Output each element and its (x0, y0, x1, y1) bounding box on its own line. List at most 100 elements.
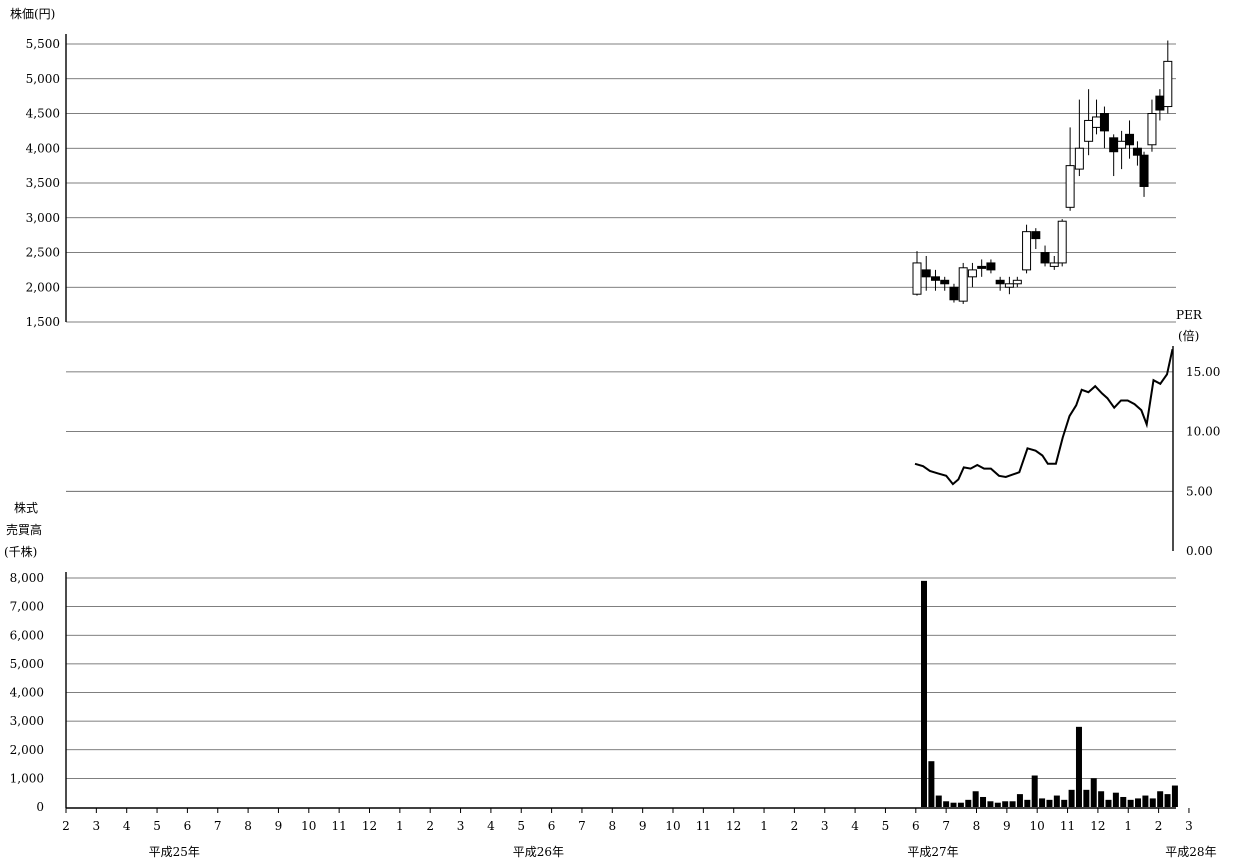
candle-down (1099, 113, 1109, 132)
volume-tick-labels: 8,000 7,000 6,000 5,000 4,000 3,000 2,000 1,000… (10, 571, 44, 814)
per-tick-label: 10.00 (1186, 425, 1220, 439)
price-tick-label: 5,000 (26, 72, 60, 86)
volume-bar (1053, 795, 1060, 807)
candle-down (995, 279, 1005, 285)
year-labels: 平成25年 平成26年 平成27年 平成28年 (149, 845, 1217, 859)
candle-up (1012, 279, 1022, 285)
volume-axis-title-line2: 売買高 (6, 522, 42, 537)
candle-down (977, 265, 987, 269)
candle-down (1139, 154, 1149, 187)
month-tick-label: 3 (1185, 819, 1193, 833)
month-tick-label: 8 (973, 819, 981, 833)
volume-bar (1016, 794, 1023, 807)
volume-bar (994, 802, 1001, 807)
price-tick-label: 3,000 (26, 211, 60, 225)
per-line-series (914, 348, 1174, 486)
candle-up (1074, 147, 1084, 170)
candle-down (930, 276, 940, 281)
candle-up (1117, 140, 1127, 149)
candle-up (1022, 231, 1032, 271)
volume-bar (1171, 785, 1178, 807)
volume-tick-label: 8,000 (10, 571, 44, 585)
volume-bar (1009, 801, 1016, 807)
month-tick-label: 11 (696, 819, 711, 833)
month-tick-label: 7 (942, 819, 950, 833)
price-panel: 株価(円) 5,500 5,000 4,500 4,000 3,500 3,000 2,50… (10, 6, 1176, 329)
per-tick-label: 0.00 (1186, 544, 1213, 558)
volume-bar (1164, 794, 1171, 807)
month-tick-label: 12 (1090, 819, 1105, 833)
volume-bar (1075, 726, 1082, 807)
month-tick-label: 9 (275, 819, 283, 833)
month-tick-label: 10 (301, 819, 316, 833)
month-tick-label: 3 (821, 819, 829, 833)
volume-bar (1149, 798, 1156, 807)
volume-bar-series (921, 580, 1178, 807)
volume-panel: 株式 売買高 (千株) 8,000 7,000 6,000 5,000 4,000 3,0… (4, 500, 1178, 814)
volume-tick-label: 3,000 (10, 714, 44, 728)
price-tick-label: 5,500 (26, 37, 60, 51)
candle-up (912, 262, 922, 295)
candle-down (1132, 147, 1142, 156)
price-tick-label: 4,500 (26, 107, 60, 121)
candle-down (1031, 231, 1041, 240)
candlestick-series (912, 40, 1173, 304)
volume-bar (1002, 801, 1009, 807)
candle-up (1147, 113, 1157, 146)
volume-tick-label: 6,000 (10, 628, 44, 642)
per-gridlines (66, 371, 1173, 492)
volume-bar (965, 799, 972, 807)
month-tick-label: 8 (244, 819, 252, 833)
volume-bar (1039, 798, 1046, 807)
price-tick-label: 2,000 (26, 280, 60, 294)
volume-bar (1157, 791, 1164, 807)
price-gridlines (66, 43, 1176, 323)
candle-down (1109, 137, 1119, 153)
price-tick-labels: 5,500 5,000 4,500 4,000 3,500 3,000 2,500 2,000… (26, 37, 60, 329)
volume-bar (1112, 792, 1119, 807)
volume-bar (1046, 799, 1053, 807)
per-axis-unit: (倍) (1178, 328, 1199, 343)
month-tick-label: 4 (851, 819, 859, 833)
per-tick-label: 15.00 (1186, 365, 1220, 379)
month-tick-label: 3 (457, 819, 465, 833)
month-tick-label: 6 (912, 819, 920, 833)
volume-bar (1083, 789, 1090, 807)
month-tick-label: 5 (882, 819, 890, 833)
month-tick-label: 11 (1060, 819, 1075, 833)
month-tick-label: 11 (332, 819, 347, 833)
candle-up (1057, 220, 1067, 264)
volume-tick-label: 4,000 (10, 686, 44, 700)
volume-bar (1135, 798, 1142, 807)
volume-tick-label: 2,000 (10, 743, 44, 757)
price-tick-label: 4,000 (26, 141, 60, 155)
year-label: 平成28年 (1165, 845, 1216, 859)
month-tick-label: 2 (62, 819, 70, 833)
per-tick-label: 5.00 (1186, 484, 1213, 498)
month-tick-label: 9 (639, 819, 647, 833)
candle-up (1065, 165, 1075, 208)
per-tick-labels: 15.00 10.00 5.00 0.00 (1186, 365, 1220, 558)
volume-bar (935, 795, 942, 807)
volume-bar (1142, 795, 1149, 807)
year-label: 平成25年 (149, 845, 200, 859)
volume-bar (980, 796, 987, 807)
volume-bar (928, 761, 935, 807)
month-tick-label: 10 (665, 819, 680, 833)
candle-down (921, 269, 931, 278)
candle-down (949, 286, 959, 301)
volume-bar (943, 801, 950, 807)
month-tick-label: 8 (608, 819, 616, 833)
volume-bar (972, 791, 979, 807)
month-tick-labels: 2 3 4 5 6 7 8 9 10 11 12 1 2 3 4 5 6 7 8 9 10 11 12 1 2 3 4 5 6 7 8 9 10… (62, 808, 1193, 833)
volume-tick-label: 0 (36, 800, 44, 814)
volume-bar (1105, 799, 1112, 807)
month-tick-label: 9 (1003, 819, 1011, 833)
month-tick-label: 1 (1124, 819, 1132, 833)
month-tick-label: 5 (517, 819, 525, 833)
per-axis-title: PER (1176, 308, 1203, 322)
volume-bar (987, 801, 994, 807)
volume-axis-title-line3: (千株) (4, 544, 37, 559)
month-tick-label: 3 (93, 819, 101, 833)
